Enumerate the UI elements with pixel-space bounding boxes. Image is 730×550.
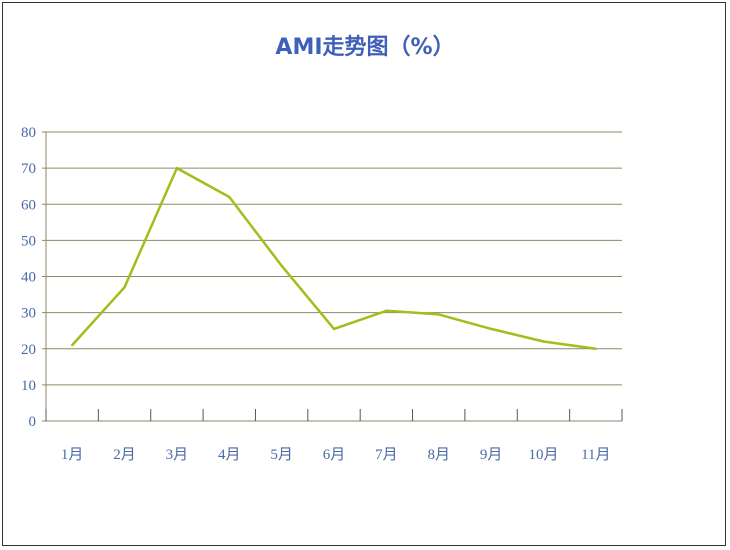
x-tick-label: 9月 xyxy=(480,447,503,463)
data-point xyxy=(175,166,179,170)
data-point xyxy=(228,195,231,199)
y-tick-label: 10 xyxy=(21,378,36,394)
x-tick-label: 4月 xyxy=(218,447,241,463)
x-tick-label: 7月 xyxy=(375,447,398,463)
x-tick-label: 10月 xyxy=(528,447,558,463)
data-point xyxy=(542,340,545,343)
data-point xyxy=(489,327,493,331)
y-tick-label: 20 xyxy=(21,342,36,358)
y-tick-label: 60 xyxy=(21,197,36,213)
y-tick-label: 0 xyxy=(29,414,37,430)
y-tick-label: 50 xyxy=(21,233,36,249)
y-tick-label: 40 xyxy=(21,270,36,286)
x-tick-label: 1月 xyxy=(61,447,84,463)
data-point xyxy=(332,327,336,331)
x-tick-label: 6月 xyxy=(323,447,346,463)
x-tick-label: 3月 xyxy=(166,447,189,463)
data-point xyxy=(280,264,283,267)
data-point xyxy=(70,343,74,347)
y-tick-label: 30 xyxy=(21,306,36,322)
data-point xyxy=(594,347,598,350)
x-tick-label: 11月 xyxy=(581,447,610,463)
y-tick-label: 70 xyxy=(21,161,36,177)
x-tick-label: 5月 xyxy=(270,447,293,463)
chart-title: AMI走势图（%） xyxy=(275,35,455,60)
data-point xyxy=(437,313,440,316)
data-point xyxy=(385,309,388,313)
x-tick-label: 2月 xyxy=(113,447,136,463)
y-tick-label: 80 xyxy=(21,125,36,141)
data-point xyxy=(123,286,126,289)
x-tick-label: 8月 xyxy=(427,447,450,463)
series-line-0 xyxy=(71,166,596,351)
